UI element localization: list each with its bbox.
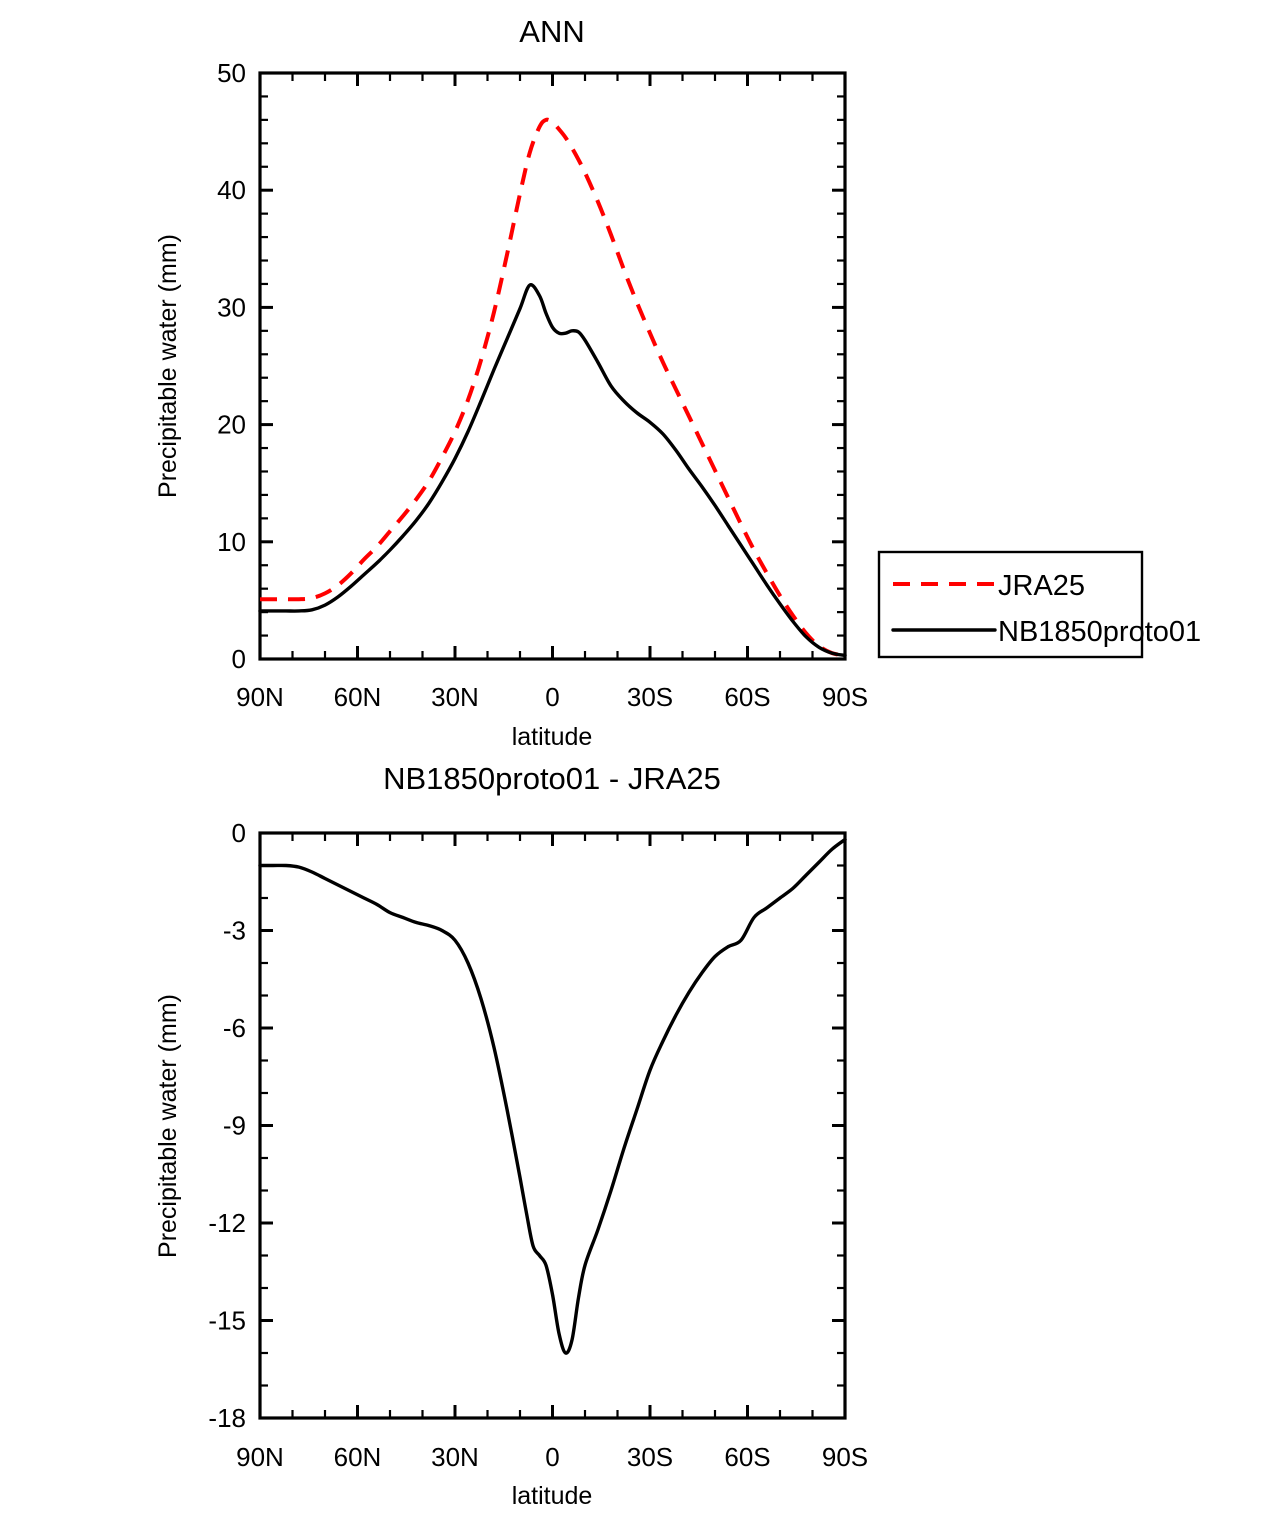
bottom-y-tick-label: -6 [223,1013,246,1043]
top-panel-ticks [258,71,847,661]
bottom-panel: NB1850proto01 - JRA25 90N 60N 30N 0 30S 60S 90… [154,761,868,1510]
legend-box [877,550,1144,659]
bottom-panel-y-tick-labels: -18 -15 -12 -9 -6 -3 0 [208,818,246,1433]
top-x-tick-label: 0 [545,682,559,712]
legend-items: JRA25 NB1850proto01 [891,570,1201,648]
bottom-panel-frame [258,831,847,1420]
top-x-tick-label: 90S [822,682,868,712]
bottom-x-tick-label: 90N [236,1442,284,1472]
bottom-y-tick-label: -9 [223,1111,246,1141]
top-y-tick-label: 30 [217,292,246,322]
top-y-tick-label: 10 [217,527,246,557]
bottom-panel-series [258,837,847,1355]
top-x-tick-label: 90N [236,682,284,712]
bottom-plot-frame [258,831,847,1420]
bottom-y-tick-label: -18 [208,1403,246,1433]
top-x-tick-label: 60N [334,682,382,712]
bottom-y-tick-label: -12 [208,1208,246,1238]
top-panel-x-axis-title: latitude [512,723,593,751]
bottom-panel-x-axis-title: latitude [512,1482,593,1510]
legend-label-nb1850proto01: NB1850proto01 [998,616,1201,648]
top-panel-x-tick-labels: 90N 60N 30N 0 30S 60S 90S [236,682,868,712]
top-panel-title: ANN [519,14,584,49]
top-x-tick-label: 30N [431,682,479,712]
bottom-panel-y-axis-title: Precipitable water (mm) [154,994,182,1258]
bottom-x-tick-label: 60S [724,1442,770,1472]
top-y-tick-label: 50 [217,58,246,88]
top-panel-series [258,117,847,658]
top-panel-y-tick-labels: 0 10 20 30 40 50 [217,58,246,674]
bottom-y-tick-label: -3 [223,916,246,946]
series-line-nb1850proto01-jra25 [258,837,847,1355]
top-y-tick-label: 20 [217,410,246,440]
bottom-panel-ticks [258,831,847,1420]
bottom-panel-title: NB1850proto01 - JRA25 [383,761,721,796]
bottom-x-tick-label: 60N [334,1442,382,1472]
series-line-nb1850proto01 [258,283,847,658]
top-panel-y-axis-title: Precipitable water (mm) [154,234,182,498]
bottom-x-tick-label: 30S [627,1442,673,1472]
bottom-y-tick-label: -15 [208,1306,246,1336]
bottom-panel-x-tick-labels: 90N 60N 30N 0 30S 60S 90S [236,1442,868,1472]
legend: JRA25 NB1850proto01 [877,550,1201,659]
bottom-y-tick-label: 0 [232,818,246,848]
series-line-jra25 [260,117,846,658]
bottom-x-tick-label: 30N [431,1442,479,1472]
top-panel: ANN 90N 60N 30N 0 30S 60S 90S 0 10 20 30 40 50 lati… [154,14,868,751]
bottom-x-tick-label: 90S [822,1442,868,1472]
bottom-x-tick-label: 0 [545,1442,559,1472]
top-x-tick-label: 30S [627,682,673,712]
legend-label-jra25: JRA25 [998,570,1085,602]
top-y-tick-label: 0 [232,644,246,674]
top-y-tick-label: 40 [217,175,246,205]
top-x-tick-label: 60S [724,682,770,712]
